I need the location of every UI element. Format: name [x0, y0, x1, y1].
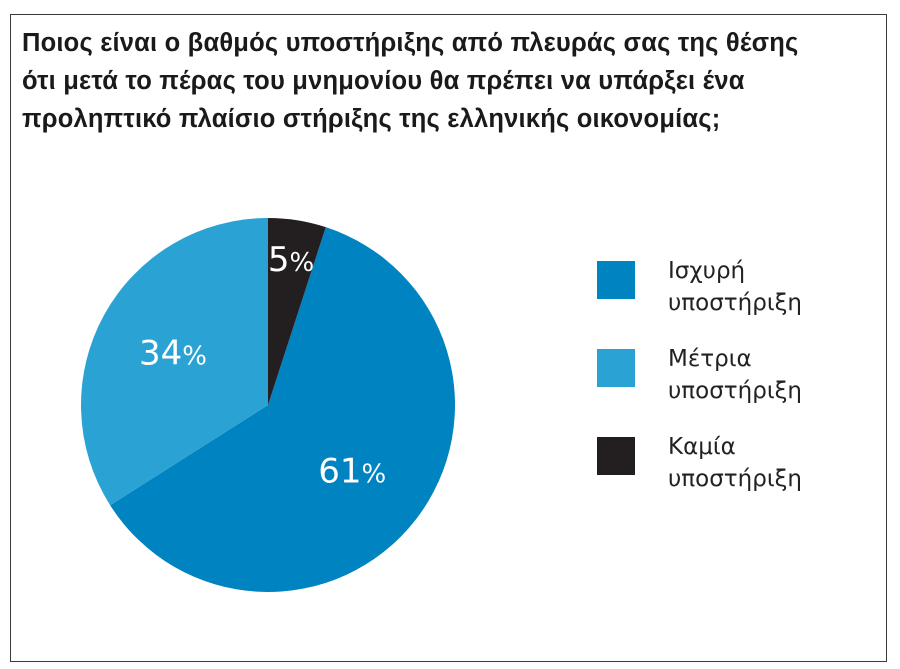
- title-line-3: προληπτικό πλαίσιο στήριξης της ελληνική…: [22, 105, 721, 133]
- legend-label-moderate-line1: Μέτρια: [668, 346, 752, 372]
- legend-swatch-moderate: [597, 349, 635, 387]
- legend-swatch-none: [597, 437, 635, 475]
- data-label-strong: 61%: [318, 451, 386, 491]
- legend-item-none: Καμία υποστήριξη: [597, 431, 857, 511]
- data-label-moderate: 34%: [139, 334, 207, 374]
- chart-title: Ποιος είναι ο βαθμός υποστήριξης από πλε…: [22, 24, 852, 138]
- legend-item-moderate: Μέτρια υποστήριξη: [597, 343, 857, 423]
- slice-strong-support: [110, 227, 455, 592]
- data-label-none: 5%: [268, 240, 314, 280]
- legend-label-strong: Ισχυρή υποστήριξη: [668, 255, 858, 319]
- legend-label-none-line1: Καμία: [668, 434, 736, 460]
- legend-swatch-strong: [597, 261, 635, 299]
- slice-no-support: [268, 218, 326, 405]
- legend-label-strong-line2: υποστήριξη: [668, 290, 803, 316]
- legend-label-none: Καμία υποστήριξη: [668, 431, 858, 495]
- title-line-2: ότι μετά το πέρας του μνημονίου θα πρέπε…: [22, 67, 745, 95]
- title-line-1: Ποιος είναι ο βαθμός υποστήριξης από πλε…: [22, 29, 799, 57]
- legend-label-moderate: Μέτρια υποστήριξη: [668, 343, 858, 407]
- slice-moderate-support: [80, 218, 268, 506]
- legend-label-none-line2: υποστήριξη: [668, 466, 803, 492]
- legend-label-moderate-line2: υποστήριξη: [668, 378, 803, 404]
- legend-label-strong-line1: Ισχυρή: [668, 258, 746, 284]
- legend-item-strong: Ισχυρή υποστήριξη: [597, 255, 857, 335]
